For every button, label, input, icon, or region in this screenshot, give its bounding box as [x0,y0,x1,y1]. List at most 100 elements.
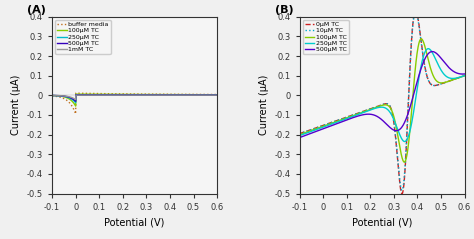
X-axis label: Potential (V): Potential (V) [352,217,412,227]
buffer media [59,96,65,99]
X-axis label: Potential (V): Potential (V) [104,217,165,227]
500μM TC [307,132,312,135]
250μM TC [402,140,408,143]
Y-axis label: Current (μA): Current (μA) [259,75,269,135]
250μM TC [439,70,445,73]
0μM TC [392,134,398,137]
100μM TC [307,130,312,132]
250μM TC [462,74,467,77]
100μM TC [73,105,79,108]
100μM TC [397,145,402,148]
1mM TC [59,94,65,97]
500μM TC [155,94,161,97]
0μM TC [439,82,445,85]
Legend: 0μM TC, 10μM TC, 100μM TC, 250μM TC, 500μM TC: 0μM TC, 10μM TC, 100μM TC, 250μM TC, 500… [303,20,349,54]
10μM TC [397,178,402,181]
0μM TC [397,181,402,184]
500μM TC [192,94,198,97]
buffer media [150,93,155,96]
1mM TC [155,94,161,97]
100μM TC [214,93,220,96]
1mM TC [49,94,55,97]
10μM TC [392,133,398,136]
250μM TC [155,93,161,96]
10μM TC [462,74,467,77]
buffer media [175,93,181,96]
500μM TC [422,58,428,61]
100μM TC [155,93,161,96]
100μM TC [462,74,467,77]
500μM TC [439,58,445,61]
Line: 250μM TC: 250μM TC [300,49,465,141]
500μM TC [462,73,467,76]
100μM TC [73,93,79,96]
250μM TC [392,122,398,125]
100μM TC [192,93,198,96]
250μM TC [422,51,428,54]
0μM TC [413,9,419,12]
100μM TC [59,95,65,98]
500μM TC [402,121,408,124]
Line: buffer media: buffer media [52,93,217,114]
500μM TC [73,100,79,103]
0μM TC [402,171,408,174]
10μM TC [422,67,428,70]
Line: 100μM TC: 100μM TC [300,39,465,162]
buffer media [49,94,55,97]
250μM TC [397,133,402,136]
buffer media [146,93,151,96]
250μM TC [192,93,198,96]
250μM TC [150,93,155,96]
10μM TC [399,189,405,192]
1mM TC [150,94,155,97]
250μM TC [49,94,55,97]
100μM TC [402,160,408,163]
Line: 100μM TC: 100μM TC [52,94,217,106]
Line: 10μM TC: 10μM TC [300,12,465,190]
250μM TC [214,94,220,97]
Line: 500μM TC: 500μM TC [300,52,465,138]
500μM TC [429,50,435,53]
250μM TC [175,93,181,96]
10μM TC [297,132,302,135]
100μM TC [422,46,428,49]
1mM TC [73,94,79,97]
10μM TC [439,82,445,85]
Legend: buffer media, 100μM TC, 250μM TC, 500μM TC, 1mM TC: buffer media, 100μM TC, 250μM TC, 500μM … [55,20,110,54]
10μM TC [307,129,312,131]
Text: (A): (A) [27,5,46,15]
100μM TC [297,133,302,136]
100μM TC [392,121,398,124]
Y-axis label: Current (μA): Current (μA) [11,75,21,135]
100μM TC [150,93,155,96]
500μM TC [59,94,65,97]
500μM TC [175,94,181,97]
250μM TC [402,140,408,143]
buffer media [73,113,79,115]
250μM TC [73,101,79,104]
buffer media [214,93,220,96]
500μM TC [150,94,155,97]
Line: 1mM TC: 1mM TC [52,95,217,100]
1mM TC [146,94,151,97]
250μM TC [425,47,431,50]
500μM TC [397,128,402,131]
1mM TC [175,94,181,97]
100μM TC [439,81,445,84]
buffer media [73,92,79,95]
500μM TC [146,94,151,97]
10μM TC [402,168,408,171]
100μM TC [401,161,407,163]
100μM TC [419,38,424,40]
0μM TC [297,132,302,135]
buffer media [155,93,161,96]
10μM TC [413,11,419,14]
250μM TC [307,130,312,133]
0μM TC [399,192,405,195]
0μM TC [462,74,467,77]
500μM TC [392,129,398,132]
250μM TC [146,93,151,96]
0μM TC [422,66,428,69]
250μM TC [59,95,65,98]
buffer media [192,93,198,96]
